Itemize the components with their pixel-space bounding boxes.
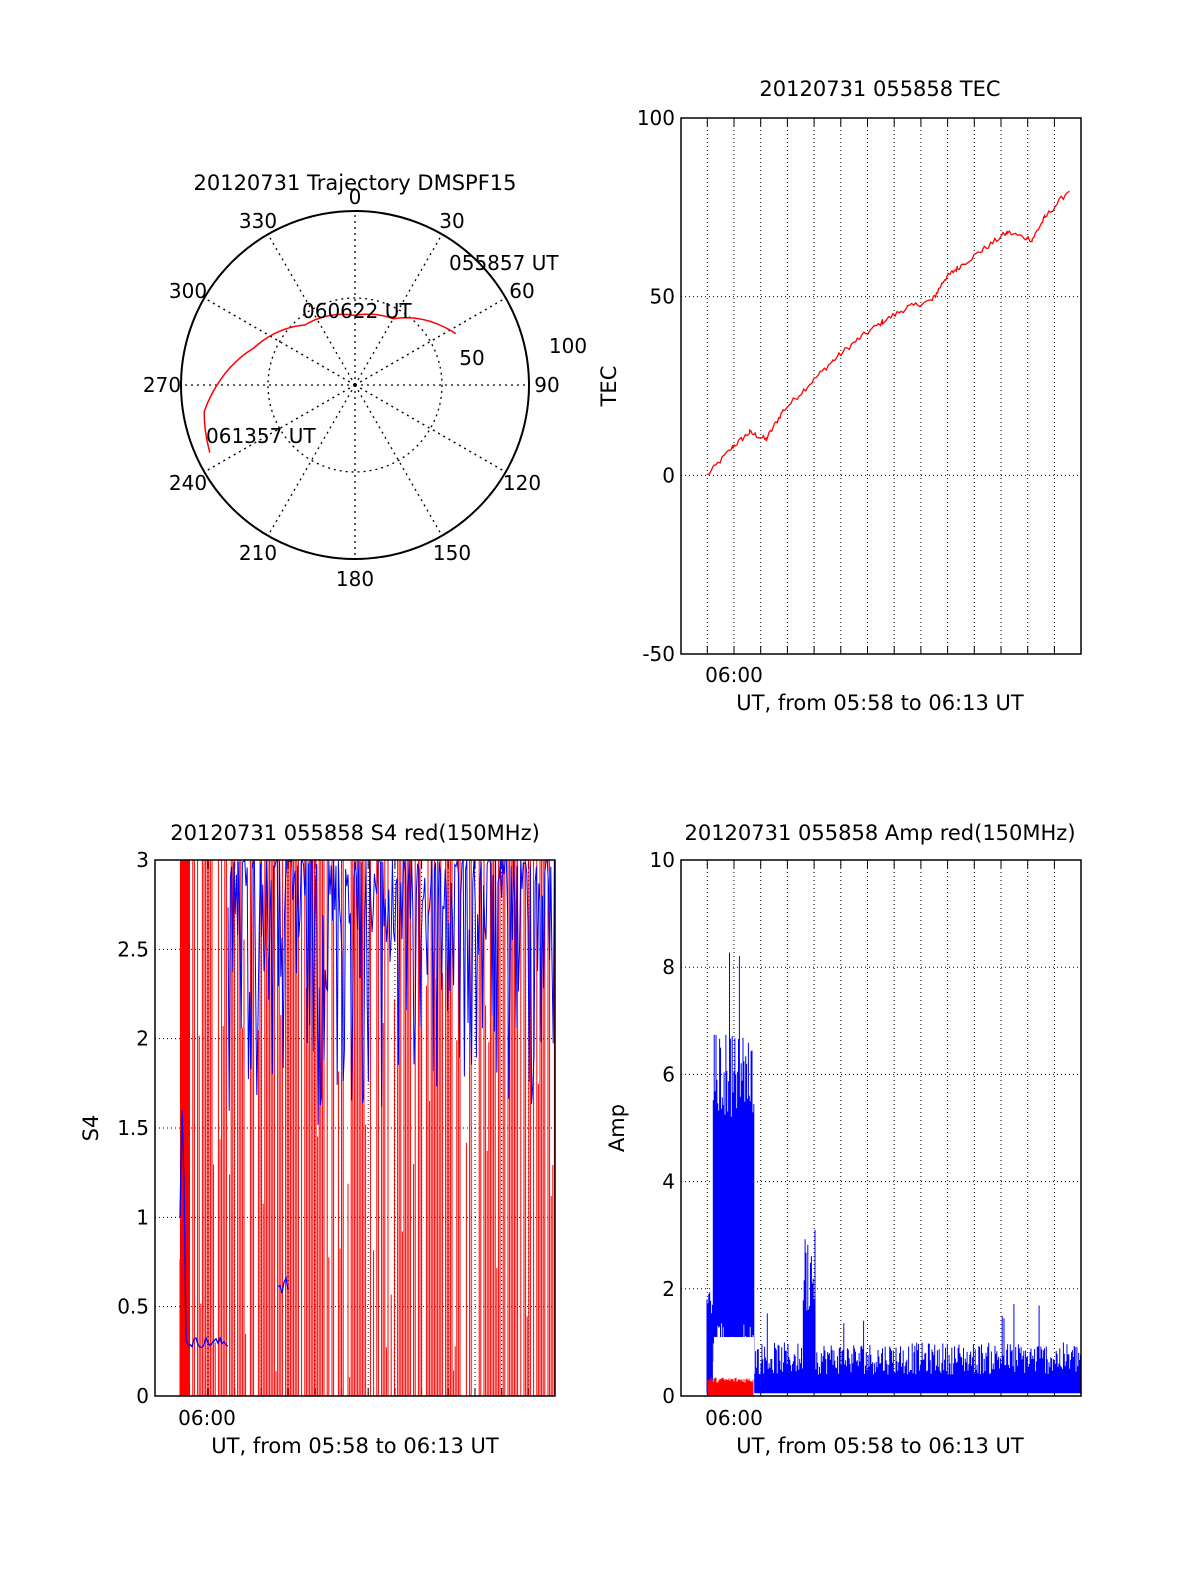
polar-azimuth-label: 330 (239, 209, 277, 233)
s4-y-tick-label: 2 (136, 1027, 149, 1051)
polar-inner-circle (267, 297, 443, 473)
s4-xlabel: UT, from 05:58 to 06:13 UT (211, 1434, 499, 1458)
s4-title: 20120731 055858 S4 red(150MHz) (170, 821, 540, 845)
amp-plot: 20120731 055858 Amp red(150MHz) 0246810 … (605, 821, 1082, 1458)
amp-frame (680, 859, 1082, 1397)
tec-frame (680, 117, 1082, 655)
s4-blue-low-segment (179, 1110, 229, 1349)
polar-spoke (354, 297, 507, 386)
s4-red-block (180, 860, 190, 1396)
amp-y-tick-label: 6 (662, 1062, 675, 1086)
s4-y-tick-label: 2.5 (117, 937, 149, 961)
s4-blue-series (179, 858, 555, 1349)
polar-spoke (354, 384, 443, 537)
polar-azimuth-label: 60 (509, 279, 534, 303)
polar-azimuth-label: 90 (534, 373, 559, 397)
tec-xlabel: UT, from 05:58 to 06:13 UT (736, 691, 1024, 715)
s4-frame (154, 859, 556, 1397)
tec-ylabel: TEC (597, 366, 621, 408)
polar-azimuth-label: 120 (503, 471, 541, 495)
s4-y-tick-label: 1 (136, 1205, 149, 1229)
amp-gap (714, 1337, 754, 1383)
polar-azimuth-label: 240 (169, 471, 207, 495)
polar-azimuth-label: 270 (143, 373, 181, 397)
tec-y-tick-label: 50 (650, 285, 675, 309)
polar-title: 20120731 Trajectory DMSPF15 (193, 171, 516, 195)
s4-y-tick-label: 0.5 (117, 1295, 149, 1319)
polar-spoke (354, 233, 443, 386)
amp-y-ticks: 0 2 4 6 8 10 (650, 848, 675, 1408)
s4-red-series (179, 860, 555, 1396)
polar-spoke (267, 233, 356, 386)
amp-x-tick-0600: 06:00 (705, 1406, 763, 1430)
amp-xlabel: UT, from 05:58 to 06:13 UT (736, 1434, 1024, 1458)
polar-spoke (203, 384, 356, 473)
tec-plot: 20120731 055858 TEC 100 50 0 -50 06:00 UT, … (597, 77, 1082, 715)
polar-azimuth-label: 150 (433, 541, 471, 565)
amp-red-series (707, 1377, 754, 1396)
trajectory-point-label: 060622 UT (302, 299, 412, 323)
polar-trajectory-plot: 20120731 Trajectory DMSPF15 0 30 60 90 120 15… (143, 171, 587, 591)
tec-title: 20120731 055858 TEC (759, 77, 1000, 101)
tec-x-tick-0600: 06:00 (705, 663, 763, 687)
s4-blue-high-segment (227, 858, 555, 1125)
amp-y-tick-label: 2 (662, 1277, 675, 1301)
polar-radial-label-50: 50 (459, 346, 484, 370)
amp-blue-spikes (706, 952, 1081, 1394)
polar-outer-circle (180, 210, 530, 560)
amp-y-tick-label: 10 (650, 848, 675, 872)
polar-azimuth-label: 300 (169, 279, 207, 303)
polar-spoke (267, 384, 356, 537)
trajectory-point-label: 055857 UT (449, 251, 559, 275)
trajectory-point-label: 061357 UT (206, 424, 316, 448)
s4-x-tick-0600: 06:00 (178, 1406, 236, 1430)
s4-blue-mid-segment (277, 1276, 289, 1294)
polar-spoke (203, 297, 356, 386)
amp-y-tick-label: 4 (662, 1170, 675, 1194)
tec-y-ticks: 100 50 0 -50 (637, 106, 675, 666)
s4-y-tick-label: 0 (136, 1384, 149, 1408)
polar-azimuth-label: 210 (239, 541, 277, 565)
polar-spokes (181, 211, 529, 559)
trajectory-line (203, 313, 457, 453)
s4-y-tick-label: 3 (136, 848, 149, 872)
amp-red-spikes (707, 1377, 754, 1396)
tec-y-tick-label: -50 (642, 642, 675, 666)
amp-title: 20120731 055858 Amp red(150MHz) (684, 821, 1075, 845)
polar-radial-label-100: 100 (549, 334, 587, 358)
tec-y-tick-label: 0 (662, 463, 675, 487)
amp-y-tick-label: 8 (662, 955, 675, 979)
amp-blue-series (706, 952, 1081, 1394)
s4-ylabel: S4 (79, 1115, 103, 1142)
s4-plot: 20120731 055858 S4 red(150MHz) 0 0.5 1 1.5 2… (79, 821, 556, 1458)
polar-spoke (354, 384, 507, 473)
tec-grid (681, 118, 1081, 654)
s4-y-tick-label: 1.5 (117, 1116, 149, 1140)
amp-ylabel: Amp (605, 1104, 629, 1152)
tec-series-line (707, 190, 1070, 476)
trajectory-labels: 055857 UT 060622 UT 061357 UT (206, 251, 559, 448)
polar-azimuth-label: 180 (336, 567, 374, 591)
polar-azimuth-labels: 0 30 60 90 120 150 180 210 240 270 300 330 (143, 185, 560, 591)
s4-y-ticks: 0 0.5 1 1.5 2 2.5 3 (117, 848, 149, 1408)
polar-azimuth-label: 0 (349, 185, 362, 209)
polar-azimuth-label: 30 (439, 209, 464, 233)
tec-y-tick-label: 100 (637, 106, 675, 130)
amp-y-tick-label: 0 (662, 1384, 675, 1408)
